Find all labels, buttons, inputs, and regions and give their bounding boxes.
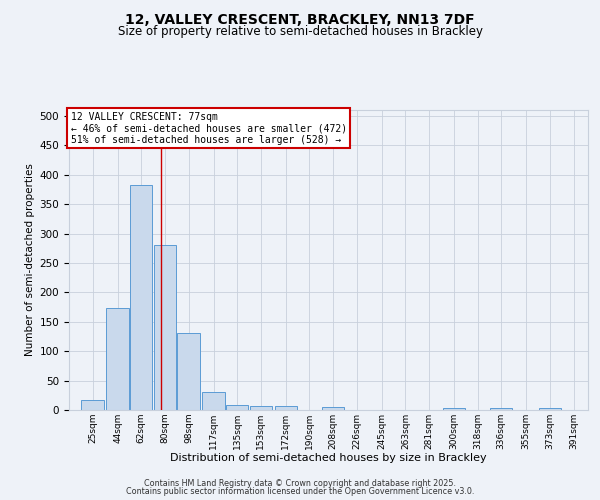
- Bar: [178, 333, 200, 410]
- Text: 12, VALLEY CRESCENT, BRACKLEY, NN13 7DF: 12, VALLEY CRESCENT, BRACKLEY, NN13 7DF: [125, 12, 475, 26]
- Bar: [202, 392, 225, 410]
- Bar: [226, 406, 248, 410]
- Text: 12 VALLEY CRESCENT: 77sqm
← 46% of semi-detached houses are smaller (472)
51% of: 12 VALLEY CRESCENT: 77sqm ← 46% of semi-…: [71, 112, 347, 144]
- Bar: [539, 408, 561, 410]
- Bar: [275, 406, 297, 410]
- Text: Size of property relative to semi-detached houses in Brackley: Size of property relative to semi-detach…: [118, 25, 482, 38]
- Bar: [322, 407, 344, 410]
- Bar: [443, 408, 465, 410]
- Bar: [106, 308, 129, 410]
- Text: Contains HM Land Registry data © Crown copyright and database right 2025.: Contains HM Land Registry data © Crown c…: [144, 478, 456, 488]
- Bar: [250, 406, 272, 410]
- Bar: [490, 408, 512, 410]
- Bar: [154, 244, 176, 410]
- X-axis label: Distribution of semi-detached houses by size in Brackley: Distribution of semi-detached houses by …: [170, 454, 487, 464]
- Bar: [82, 400, 104, 410]
- Y-axis label: Number of semi-detached properties: Number of semi-detached properties: [25, 164, 35, 356]
- Text: Contains public sector information licensed under the Open Government Licence v3: Contains public sector information licen…: [126, 487, 474, 496]
- Bar: [130, 186, 152, 410]
